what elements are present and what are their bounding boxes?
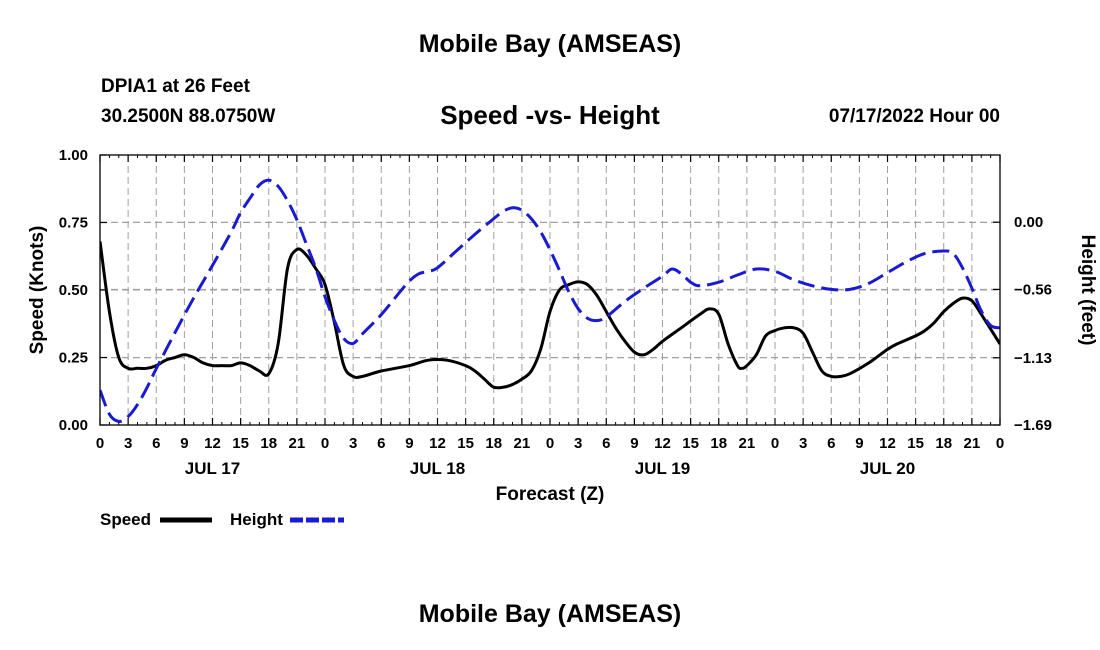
date-label: JUL 20 <box>860 459 915 478</box>
y-tick-label: 0.25 <box>59 350 88 367</box>
y-tick-label: 0.00 <box>59 417 88 434</box>
forecast-run-time: 07/17/2022 Hour 00 <box>828 106 1000 127</box>
axis-ticks <box>99 154 1001 426</box>
speed-series-line <box>100 241 1000 390</box>
x-tick-label: 21 <box>514 435 531 452</box>
x-tick-label: 6 <box>602 435 610 452</box>
x-tick-label: 18 <box>935 435 952 452</box>
y-axis-label: Speed (Knots) <box>27 226 48 355</box>
x-tick-label: 18 <box>710 435 727 452</box>
legend: Speed Height <box>100 510 344 529</box>
x-tick-label: 6 <box>152 435 160 452</box>
y-tick-label: 0.50 <box>59 282 88 299</box>
legend-height-label: Height <box>230 510 283 529</box>
x-tick-label: 12 <box>204 435 221 452</box>
x-tick-label: 9 <box>180 435 188 452</box>
x-tick-label: 9 <box>630 435 638 452</box>
y2-tick-label: −1.13 <box>1014 350 1052 367</box>
x-tick-label: 21 <box>739 435 756 452</box>
x-tick-label: 0 <box>96 435 104 452</box>
x-tick-label: 21 <box>964 435 981 452</box>
speed-height-chart: 0 3 6 9 12 15 18 21 0 3 6 9 12 15 18 21 0 3 6 9 12 15 18 21 0 3 6 9… <box>27 147 1098 529</box>
x-tick-label: 0 <box>996 435 1004 452</box>
legend-speed-label: Speed <box>100 510 151 529</box>
x-tick-label: 3 <box>574 435 582 452</box>
x-tick-label: 3 <box>124 435 132 452</box>
date-label: JUL 17 <box>185 459 240 478</box>
x-tick-label: 9 <box>405 435 413 452</box>
y-tick-label: 0.75 <box>59 215 88 232</box>
station-coordinates: 30.2500N 88.0750W <box>101 106 276 127</box>
height-series-line <box>100 178 1000 423</box>
y2-axis-label: Height (feet) <box>1077 235 1098 346</box>
x-tick-label: 3 <box>799 435 807 452</box>
x-tick-label: 12 <box>654 435 671 452</box>
x-tick-label: 15 <box>232 435 249 452</box>
y2-tick-label: 0.00 <box>1014 214 1043 231</box>
y-tick-label: 1.00 <box>59 147 88 164</box>
axis-tick-labels: 0 3 6 9 12 15 18 21 0 3 6 9 12 15 18 21 0 3 6 9 12 15 18 21 0 3 6 9… <box>59 147 1052 478</box>
x-tick-label: 12 <box>879 435 896 452</box>
series-lines <box>100 178 1000 423</box>
date-label: JUL 18 <box>410 459 465 478</box>
x-tick-label: 21 <box>289 435 306 452</box>
x-tick-label: 15 <box>682 435 699 452</box>
x-tick-label: 15 <box>907 435 924 452</box>
grid-lines <box>100 155 1000 425</box>
x-axis-label: Forecast (Z) <box>496 484 605 505</box>
x-tick-label: 15 <box>457 435 474 452</box>
x-tick-label: 3 <box>349 435 357 452</box>
y2-tick-label: −0.56 <box>1014 281 1052 298</box>
x-tick-label: 9 <box>855 435 863 452</box>
x-tick-label: 0 <box>771 435 779 452</box>
repeated-chart-title: Mobile Bay (AMSEAS) <box>418 600 682 628</box>
y2-tick-label: −1.69 <box>1014 417 1052 434</box>
x-tick-label: 6 <box>827 435 835 452</box>
x-tick-label: 18 <box>260 435 277 452</box>
chart-subtitle: Speed -vs- Height <box>440 100 660 130</box>
x-tick-label: 18 <box>485 435 502 452</box>
x-tick-label: 0 <box>546 435 554 452</box>
chart-main-title: Mobile Bay (AMSEAS) <box>418 30 682 58</box>
x-tick-label: 0 <box>321 435 329 452</box>
x-tick-label: 12 <box>429 435 446 452</box>
date-label: JUL 19 <box>635 459 690 478</box>
station-label: DPIA1 at 26 Feet <box>101 76 250 97</box>
x-tick-label: 6 <box>377 435 385 452</box>
